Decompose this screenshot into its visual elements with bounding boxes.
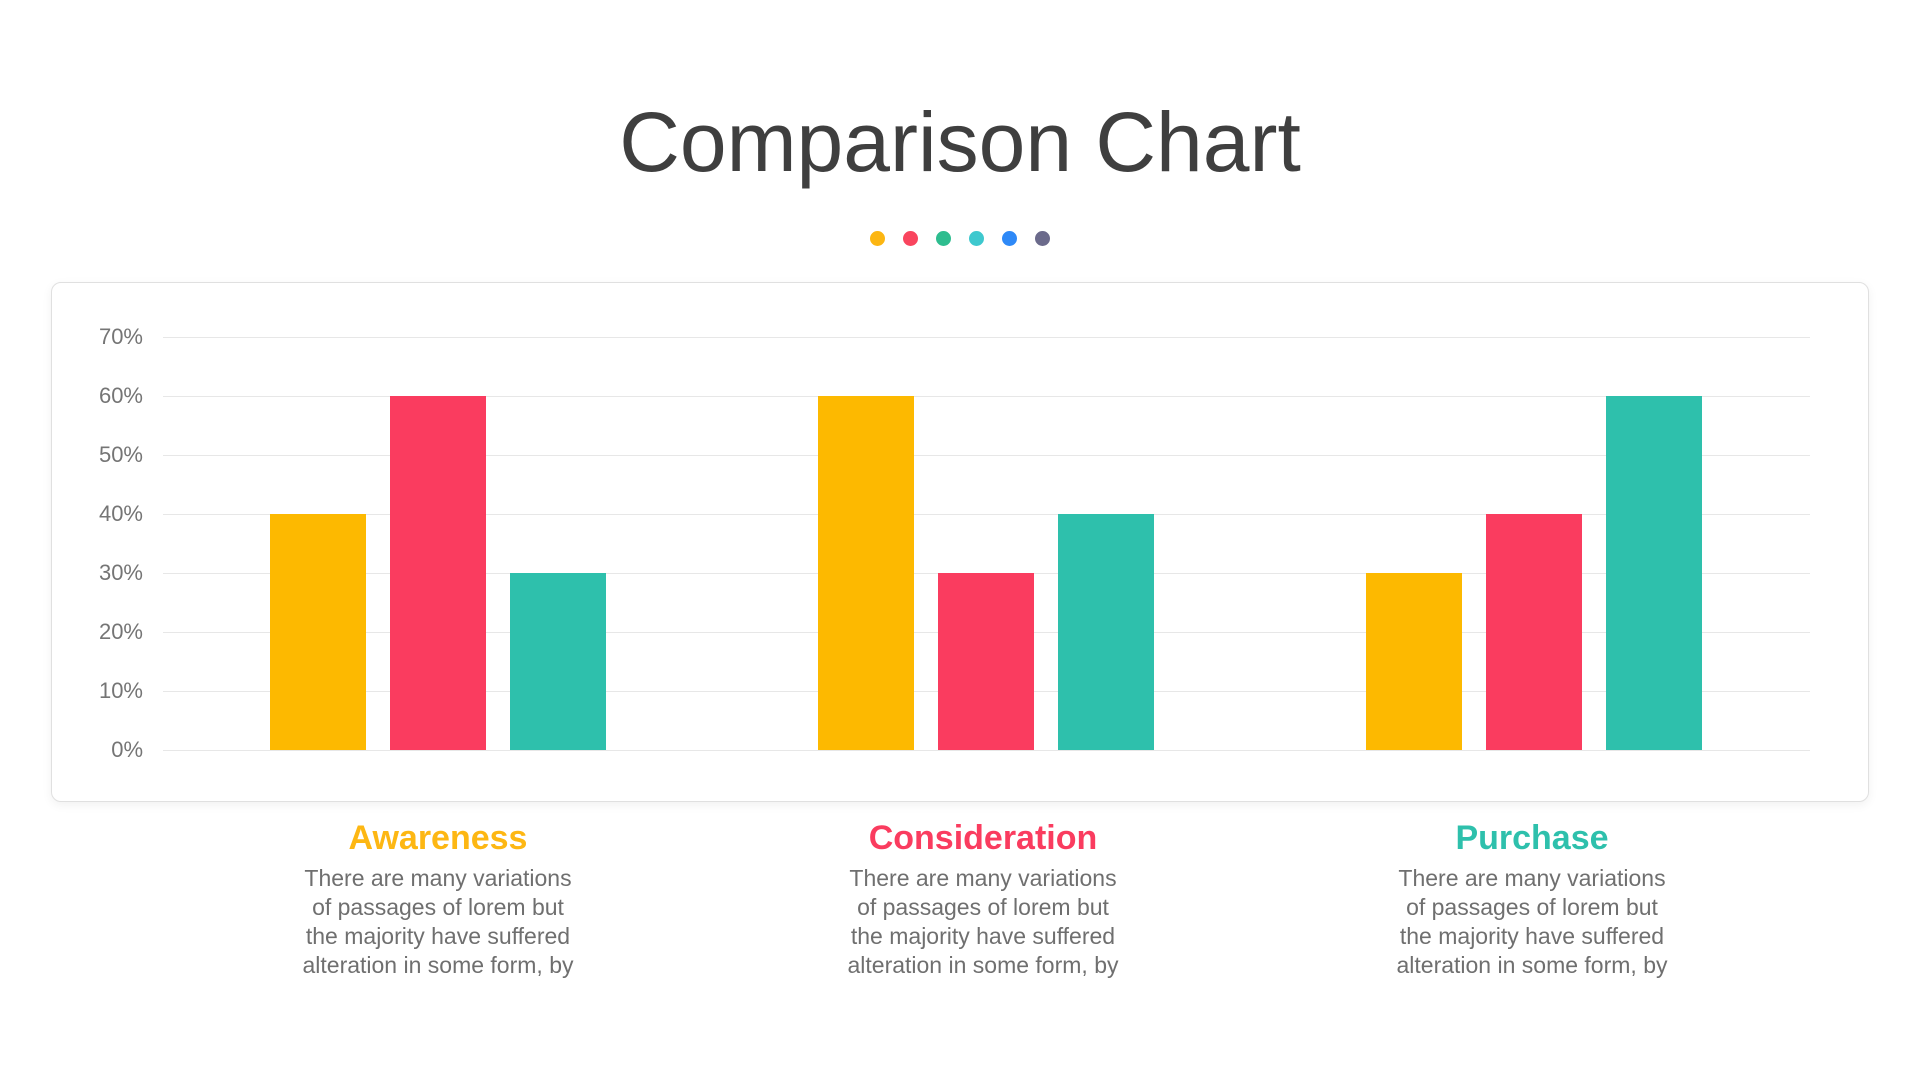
bar-awareness-amber-series	[270, 514, 366, 750]
section-heading: Consideration	[868, 819, 1098, 857]
y-axis-tick-label: 70%	[98, 324, 143, 349]
bar-awareness-pink-series	[390, 396, 486, 750]
bar-consideration-teal-series	[1058, 514, 1154, 750]
gridline	[163, 514, 1810, 515]
y-axis-tick-label: 40%	[98, 501, 143, 526]
y-axis-tick-label: 10%	[98, 678, 143, 703]
section-description: There are many variations of passages of…	[1396, 865, 1668, 978]
title-decoration-dots	[0, 231, 1920, 246]
bar-purchase-pink-series	[1486, 514, 1582, 750]
dot-cyan-icon	[969, 231, 984, 246]
gridline	[163, 337, 1810, 338]
bar-group-consideration	[818, 337, 1154, 750]
section-purchase: Purchase There are many variations of pas…	[1312, 818, 1752, 980]
bar-group-purchase	[1366, 337, 1702, 750]
bar-purchase-teal-series	[1606, 396, 1702, 750]
bar-awareness-teal-series	[510, 573, 606, 750]
y-axis-tick-label: 30%	[98, 560, 143, 585]
bar-purchase-amber-series	[1366, 573, 1462, 750]
dot-purple-icon	[1035, 231, 1050, 246]
section-heading: Purchase	[1455, 819, 1609, 857]
gridline	[163, 750, 1810, 751]
y-axis-tick-label: 60%	[98, 383, 143, 408]
bar-consideration-amber-series	[818, 396, 914, 750]
y-axis-tick-label: 50%	[98, 442, 143, 467]
gridline	[163, 455, 1810, 456]
category-descriptions: Awareness There are many variations of pa…	[0, 818, 1920, 1018]
section-consideration: Consideration There are many variations o…	[763, 818, 1203, 980]
bar-consideration-pink-series	[938, 573, 1034, 750]
y-axis-tick-label: 20%	[98, 619, 143, 644]
dot-blue-icon	[1002, 231, 1017, 246]
comparison-chart-card: 70% 60% 50% 40% 30% 20% 10% 0%	[51, 282, 1869, 802]
section-awareness: Awareness There are many variations of pa…	[218, 818, 658, 980]
dot-amber-icon	[870, 231, 885, 246]
section-description: There are many variations of passages of…	[847, 865, 1119, 978]
dot-green-icon	[936, 231, 951, 246]
gridline	[163, 396, 1810, 397]
bar-group-awareness	[270, 337, 606, 750]
bar-chart-plot-area: 70% 60% 50% 40% 30% 20% 10% 0%	[99, 324, 1810, 762]
section-description: There are many variations of passages of…	[302, 865, 574, 978]
page-title: Comparison Chart	[619, 95, 1301, 189]
y-axis-tick-label: 0%	[111, 737, 143, 762]
dot-pink-icon	[903, 231, 918, 246]
section-heading: Awareness	[348, 819, 528, 857]
